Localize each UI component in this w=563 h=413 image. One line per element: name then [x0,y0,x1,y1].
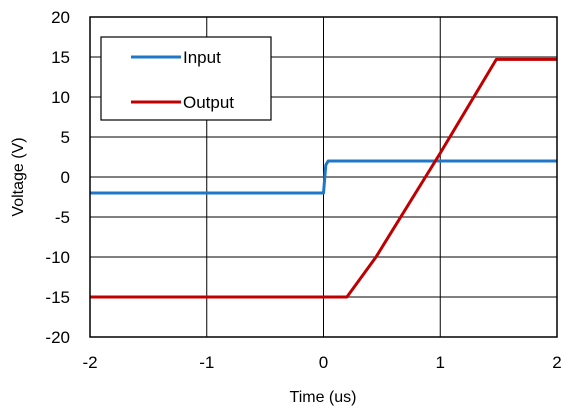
x-tick-label: 1 [436,353,445,372]
y-tick-label: -15 [45,288,70,307]
y-tick-label: -10 [45,248,70,267]
y-axis-title: Voltage (V) [10,137,27,216]
legend: Input Output [100,36,272,121]
y-tick-label: -20 [45,328,70,347]
series-line-output [90,57,557,299]
y-tick-label: 10 [51,88,70,107]
y-tick-label: 20 [51,8,70,27]
y-tick-label: 15 [51,48,70,67]
plot-border [89,16,558,338]
x-tick-label: 2 [552,353,561,372]
legend-label-output: Output [183,93,234,112]
legend-label-input: Input [183,48,221,67]
x-tick-label: 0 [319,353,328,372]
y-tick-label: -5 [55,208,70,227]
series-line-input [90,159,557,195]
legend-box [100,36,272,121]
x-axis-title: Time (us) [290,389,357,406]
series-lines [90,57,557,299]
x-tick-label: -1 [199,353,214,372]
x-tick-label: -2 [82,353,97,372]
y-tick-labels: -20 -15 -10 -5 0 5 10 15 20 [45,8,70,347]
y-tick-label: 0 [61,168,70,187]
x-tick-labels: -2 -1 0 1 2 [82,353,561,372]
y-tick-label: 5 [61,128,70,147]
